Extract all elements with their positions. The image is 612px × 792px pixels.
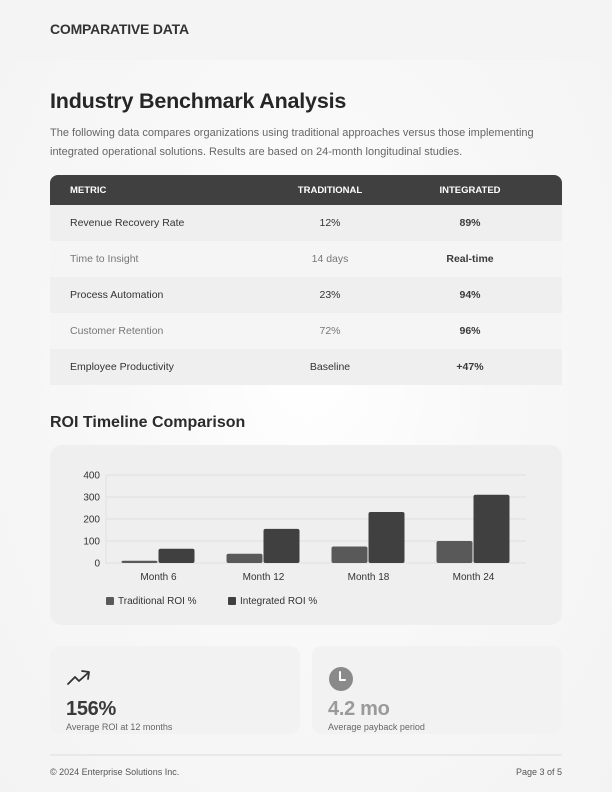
metric-cell: Process Automation	[70, 289, 164, 301]
stat-card-roi: 156% Average ROI at 12 months	[50, 646, 300, 734]
metric-cell: Customer Retention	[70, 325, 164, 337]
integrated-cell: Real-time	[446, 253, 494, 265]
column-header-traditional: TRADITIONAL	[297, 184, 363, 196]
bar-integrated-roi	[158, 548, 195, 563]
bar-traditional-roi	[331, 546, 368, 563]
intro-paragraph: The following data compares organization…	[50, 127, 534, 158]
x-tick-label: Month 12	[243, 572, 285, 583]
bar-integrated-roi	[368, 511, 405, 563]
integrated-cell: +47%	[456, 361, 484, 373]
stat-value: 4.2 mo	[328, 698, 390, 720]
stat-card-payback: 4.2 mo Average payback period	[312, 646, 562, 734]
page-title: Industry Benchmark Analysis	[50, 89, 347, 113]
table-row: Customer Retention 72% 96%	[50, 313, 562, 349]
x-tick-label: Month 18	[348, 572, 390, 583]
y-tick-label: 400	[83, 471, 100, 482]
legend-swatch	[228, 597, 236, 605]
integrated-cell: 94%	[459, 289, 481, 301]
footer-divider	[50, 754, 562, 756]
legend-label: Integrated ROI %	[240, 596, 317, 607]
roi-chart-card: 0 100 200 300 400 Month 6 Month 12 Month 18 Mont…	[50, 445, 562, 625]
table-row: Time to Insight 14 days Real-time	[50, 241, 562, 277]
bar-traditional-roi	[436, 541, 473, 563]
section-label: COMPARATIVE DATA	[50, 21, 189, 37]
y-tick-label: 200	[83, 515, 100, 526]
integrated-cell: 89%	[459, 217, 481, 229]
bar-integrated-roi	[263, 528, 300, 563]
table-row: Employee Productivity Baseline +47%	[50, 349, 562, 385]
header-band	[0, 0, 612, 60]
integrated-cell: 96%	[459, 325, 481, 337]
benchmark-table: METRIC TRADITIONAL INTEGRATED Revenue Re…	[50, 175, 562, 385]
metric-cell: Revenue Recovery Rate	[70, 217, 185, 229]
table-row: Process Automation 23% 94%	[50, 277, 562, 313]
column-header-metric: METRIC	[70, 184, 107, 196]
bar-traditional-roi	[226, 553, 263, 563]
metric-cell: Time to Insight	[70, 253, 139, 265]
roi-bar-chart: 0 100 200 300 400 Month 6 Month 12 Month 18 Mont…	[83, 471, 526, 607]
legend-label: Traditional ROI %	[118, 596, 197, 607]
table-row: Revenue Recovery Rate 12% 89%	[50, 205, 562, 241]
y-tick-label: 0	[94, 559, 100, 570]
stat-value: 156%	[66, 698, 116, 720]
y-tick-label: 300	[83, 493, 100, 504]
traditional-cell: 14 days	[311, 253, 349, 265]
stat-label: Average ROI at 12 months	[66, 722, 173, 732]
column-header-integrated: INTEGRATED	[439, 184, 501, 196]
traditional-cell: 12%	[319, 217, 341, 229]
trending-up-icon	[67, 670, 90, 685]
x-tick-label: Month 24	[453, 572, 495, 583]
metric-cell: Employee Productivity	[70, 361, 174, 373]
table-header: METRIC TRADITIONAL INTEGRATED	[50, 175, 562, 205]
footer-copyright: © 2024 Enterprise Solutions Inc.	[50, 767, 180, 777]
y-tick-label: 100	[83, 537, 100, 548]
traditional-cell: Baseline	[309, 361, 351, 373]
legend-swatch	[106, 597, 114, 605]
traditional-cell: 23%	[319, 289, 341, 301]
footer-page-number: Page 3 of 5	[515, 767, 562, 777]
stat-label: Average payback period	[328, 722, 425, 732]
clock-icon	[329, 667, 353, 691]
bar-traditional-roi	[121, 560, 158, 563]
traditional-cell: 72%	[319, 325, 341, 337]
x-tick-label: Month 6	[140, 572, 177, 583]
bar-integrated-roi	[473, 494, 510, 563]
chart-title: ROI Timeline Comparison	[50, 414, 246, 431]
